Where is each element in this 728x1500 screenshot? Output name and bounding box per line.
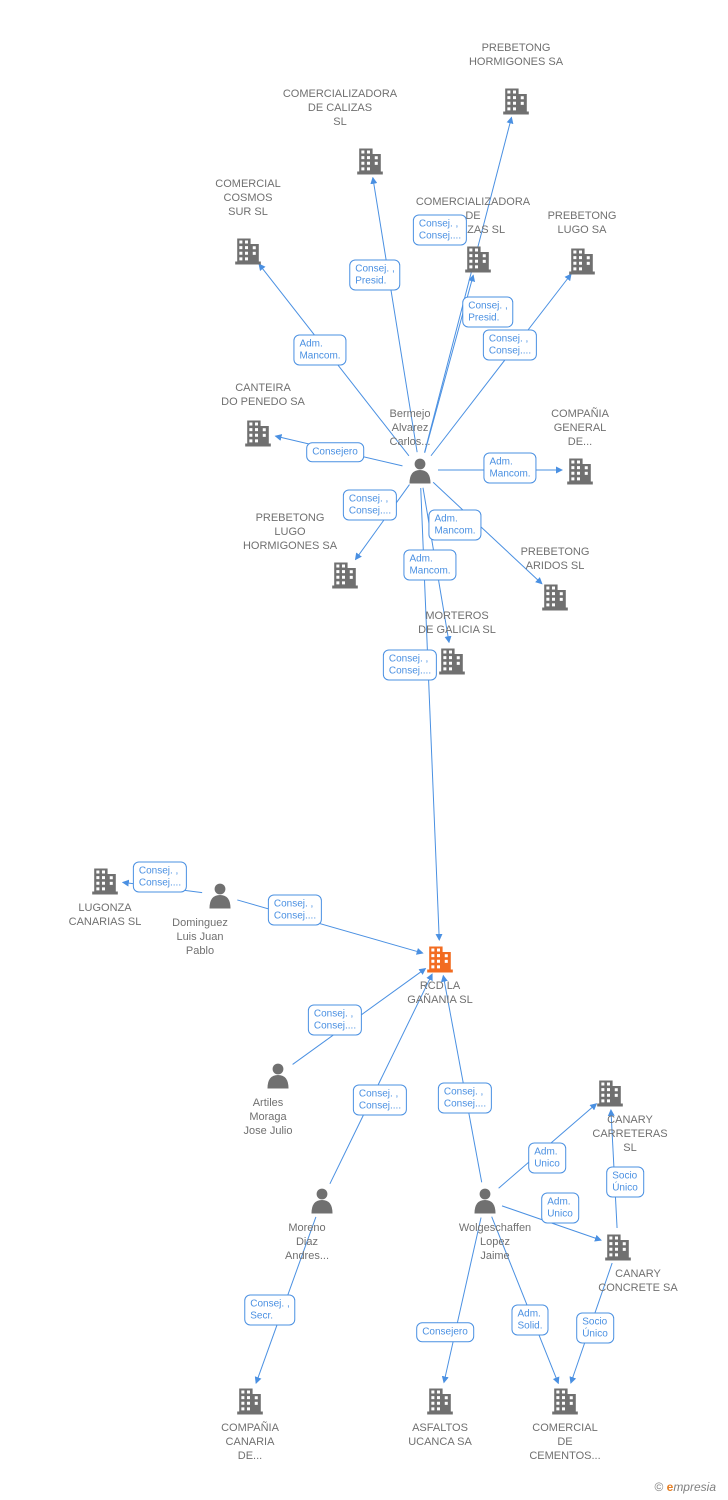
- company-node[interactable]: [427, 1389, 453, 1415]
- company-node[interactable]: [357, 149, 383, 175]
- company-node[interactable]: [439, 649, 465, 675]
- relation-edge: [611, 1110, 617, 1228]
- company-node[interactable]: [569, 249, 595, 275]
- brand-rest: mpresia: [673, 1480, 716, 1494]
- person-node[interactable]: [268, 1064, 289, 1089]
- person-node[interactable]: [475, 1189, 496, 1214]
- relation-edge: [256, 1217, 316, 1383]
- company-node[interactable]: [542, 585, 568, 611]
- relation-edge: [433, 482, 542, 583]
- relation-edge: [356, 485, 410, 560]
- company-node[interactable]: [237, 1389, 263, 1415]
- person-node[interactable]: [210, 884, 231, 909]
- relation-edge: [425, 275, 474, 452]
- company-node[interactable]: [245, 421, 271, 447]
- relation-edge: [123, 882, 202, 892]
- relation-edge: [571, 1263, 612, 1383]
- copyright-symbol: ©: [654, 1480, 663, 1494]
- company-node[interactable]: [92, 869, 118, 895]
- company-node[interactable]: [465, 247, 491, 273]
- company-node[interactable]: [552, 1389, 578, 1415]
- relation-edge: [237, 900, 422, 953]
- relation-edge: [502, 1206, 601, 1240]
- relation-edge: [431, 274, 571, 455]
- relation-edge: [492, 1217, 559, 1384]
- company-node[interactable]: [567, 459, 593, 485]
- relation-edge: [276, 436, 403, 466]
- relation-edge: [373, 178, 417, 452]
- relation-edge: [425, 117, 512, 452]
- company-node[interactable]: [605, 1235, 631, 1261]
- person-node[interactable]: [410, 459, 431, 484]
- relation-edge: [499, 1104, 597, 1188]
- company-node[interactable]: [597, 1081, 623, 1107]
- relation-edge: [421, 488, 440, 940]
- person-node[interactable]: [312, 1189, 333, 1214]
- relation-edge: [259, 264, 409, 456]
- company-node[interactable]: [235, 239, 261, 265]
- relation-edge: [293, 969, 426, 1065]
- company-node[interactable]: [427, 947, 453, 973]
- relation-edge: [444, 1218, 481, 1383]
- company-node[interactable]: [332, 563, 358, 589]
- relation-edge: [423, 488, 449, 643]
- relation-edge: [330, 974, 432, 1184]
- relation-edge: [443, 976, 481, 1183]
- footer-credit: © empresia: [654, 1480, 716, 1494]
- company-node[interactable]: [503, 89, 529, 115]
